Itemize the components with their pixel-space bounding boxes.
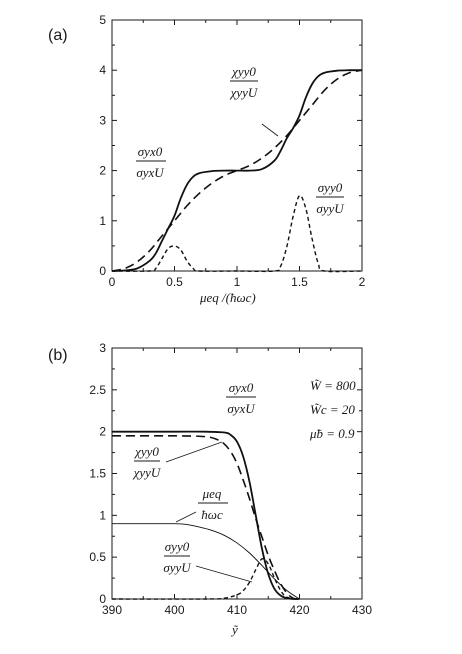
series-a-chi-yy: [111, 69, 363, 272]
annot-b-mu-eq-leader: [175, 511, 197, 523]
annot-b-sigma-yx-den: σyxU: [227, 401, 256, 416]
panel-b-xlabel: ỹ: [230, 622, 239, 637]
panel-b-annot-sigma-yy: σyy0 σyyU: [163, 539, 253, 583]
xtick-label-b-3: 420: [289, 603, 309, 617]
annot-a-sigma-yx-den: σyxU: [136, 165, 165, 180]
annot-b-chi-yy-num: χyy0: [133, 444, 159, 459]
panel-label-a: (a): [48, 27, 68, 44]
panel-b-annot-chi-yy: χyy0 χyyU: [132, 441, 223, 480]
ytick-label-b-3: 1.5: [89, 467, 106, 481]
panel-a-curves: [111, 69, 363, 273]
ytick-label-b-4: 2: [99, 425, 106, 439]
panel-a: (a) 0 0.5 1 1.5 2 0 1 2 3 4 5 μeq /(ħωc) σyx0 σyxU…: [48, 13, 366, 305]
panel-b-curves: [111, 430, 300, 600]
param-wc: W̃c = 20: [310, 402, 355, 417]
panel-b: (b) 390 400 410 420 430 0 0.5 1 1.5 2 2.5 3 ỹ W̃ = …: [48, 341, 372, 637]
panel-b-annot-sigma-yx: σyx0 σyxU: [226, 380, 256, 416]
ytick-label-b-1: 0.5: [89, 550, 106, 564]
panel-a-xlabel-text: μeq /(ħωc): [199, 290, 256, 305]
xtick-label-b-0: 390: [102, 603, 122, 617]
annot-b-chi-yy-den: χyyU: [132, 465, 162, 480]
annot-a-sigma-yx-num: σyx0: [138, 144, 163, 159]
annot-a-chi-yy-num: χyy0: [230, 64, 256, 79]
panel-label-b: (b): [48, 347, 68, 364]
ytick-label-b-2: 1: [99, 508, 106, 522]
ytick-label-b-0: 0: [99, 592, 106, 606]
panel-a-annot-chi-yy: χyy0 χyyU: [229, 64, 279, 137]
panel-a-annot-sigma-yx: σyx0 σyxU: [136, 144, 166, 180]
ytick-label-a-5: 5: [99, 13, 106, 27]
annot-a-sigma-yy-den: σyyU: [316, 201, 345, 216]
xtick-label-a-4: 2: [359, 275, 366, 289]
param-mub: μ̃b = 0.9: [309, 426, 355, 441]
annot-b-mu-eq-num: μeq: [202, 486, 222, 501]
series-b-sigma-yy: [111, 557, 300, 600]
series-a-sigma-yx: [111, 69, 363, 272]
ytick-label-a-1: 1: [99, 214, 106, 228]
annot-b-sigma-yx-num: σyx0: [229, 380, 254, 395]
annot-a-chi-yy-leader: [261, 123, 279, 137]
annot-b-chi-yy-leader: [165, 441, 223, 463]
annot-b-mu-eq-den: ħωc: [201, 507, 223, 522]
panel-a-ticks: 0 0.5 1 1.5 2 0 1 2 3 4 5: [99, 13, 365, 289]
series-a-sigma-yy: [111, 194, 363, 273]
panel-b-ticks: 390 400 410 420 430 0 0.5 1 1.5 2 2.5 3: [89, 341, 372, 617]
annot-b-sigma-yy-num: σyy0: [165, 539, 190, 554]
panel-b-annot-mu-eq: μeq ħωc: [175, 486, 228, 523]
xtick-label-a-3: 1.5: [291, 275, 308, 289]
panel-a-annot-sigma-yy: σyy0 σyyU: [316, 180, 345, 216]
param-w: W̃ = 800: [310, 378, 356, 393]
ytick-label-a-2: 2: [99, 164, 106, 178]
series-b-sigma-yx: [112, 430, 300, 600]
annot-b-sigma-yy-den: σyyU: [163, 560, 192, 575]
xtick-label-a-0: 0: [109, 275, 116, 289]
annot-a-sigma-yy-num: σyy0: [318, 180, 343, 195]
ytick-label-a-4: 4: [99, 63, 106, 77]
xtick-label-a-2: 1: [234, 275, 241, 289]
annot-b-sigma-yy-leader: [195, 565, 253, 583]
ytick-label-a-0: 0: [99, 264, 106, 278]
xtick-label-b-4: 430: [352, 603, 372, 617]
xtick-label-b-2: 410: [227, 603, 247, 617]
xtick-label-b-1: 400: [164, 603, 184, 617]
series-b-mu-eq: [111, 523, 300, 600]
panel-a-xlabel: μeq /(ħωc): [199, 290, 256, 305]
ytick-label-b-6: 3: [99, 341, 106, 355]
ytick-label-a-3: 3: [99, 113, 106, 127]
xtick-label-a-1: 0.5: [166, 275, 183, 289]
annot-a-chi-yy-den: χyyU: [229, 85, 259, 100]
ytick-label-b-5: 2.5: [89, 383, 106, 397]
